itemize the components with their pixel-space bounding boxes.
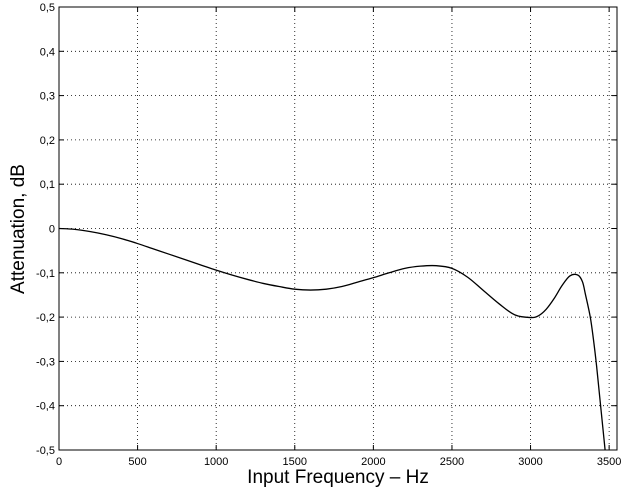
y-tick-label: 0,2: [40, 135, 55, 147]
y-tick-label: -0,1: [36, 268, 55, 280]
tick-marks: [59, 7, 617, 450]
plot-frame: [59, 7, 617, 450]
y-tick-label: -0,5: [36, 445, 55, 457]
y-tick-label: 0,3: [40, 91, 55, 103]
x-tick-label: 2500: [440, 456, 464, 468]
x-tick-label: 3000: [518, 456, 542, 468]
y-tick-labels: -0,5 -0,4 -0,3 -0,2 -0,1 0 0,1 0,2 0,3 0,4 0,5: [36, 2, 55, 457]
y-tick-label: 0,1: [40, 179, 55, 191]
x-tick-label: 3500: [597, 456, 621, 468]
series-line-0: [59, 229, 606, 459]
series-layer: [59, 229, 606, 459]
y-tick-label: -0,2: [36, 312, 55, 324]
y-tick-label: -0,3: [36, 356, 55, 368]
y-tick-label: 0,4: [40, 46, 55, 58]
x-tick-label: 500: [128, 456, 146, 468]
grid: [59, 7, 617, 450]
x-tick-label: 0: [56, 456, 62, 468]
x-axis-title: Input Frequency – Hz: [247, 467, 429, 488]
y-tick-label: 0,5: [40, 2, 55, 14]
y-tick-label: -0,4: [36, 401, 55, 413]
x-tick-label: 1000: [204, 456, 228, 468]
y-axis-title: Attenuation, dB: [8, 164, 29, 294]
y-tick-label: 0: [49, 224, 55, 236]
